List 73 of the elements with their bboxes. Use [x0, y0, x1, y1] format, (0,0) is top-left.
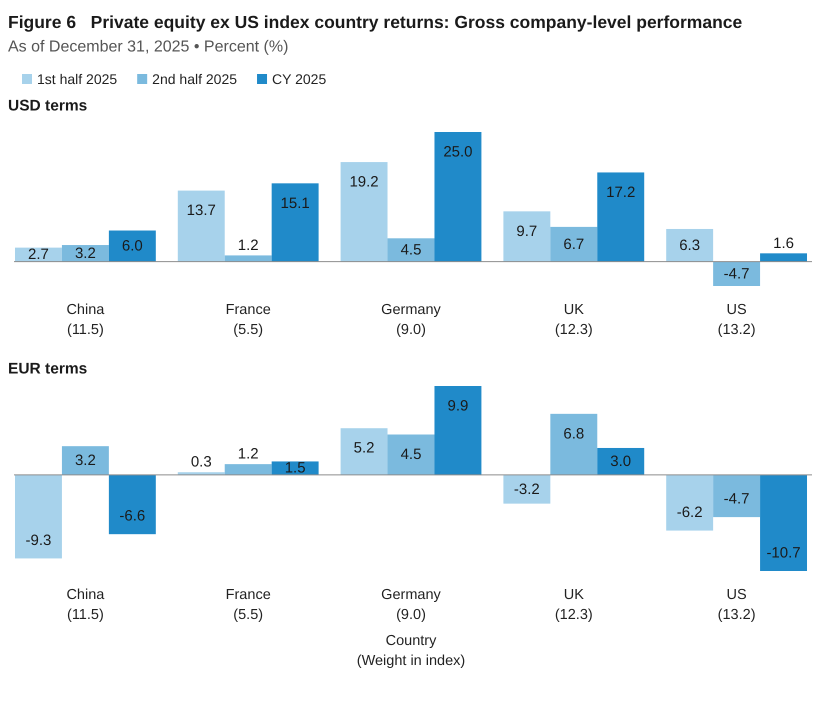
x-tick-label: US (13.2) [718, 587, 756, 623]
data-label: -9.3 [26, 532, 52, 549]
data-label: 3.0 [610, 452, 632, 470]
text: USD terms [8, 98, 88, 114]
bar [178, 472, 225, 475]
data-label: 1.2 [238, 446, 259, 463]
chart-subtitle: As of December 31, 2025 • Percent (%) [8, 38, 288, 56]
data-label: -3.2 [514, 480, 540, 498]
bar [340, 162, 388, 262]
data-label: 9.7 [516, 222, 538, 240]
data-label: 5.2 [354, 440, 374, 457]
bar [434, 386, 482, 475]
data-label: -4.7 [724, 490, 750, 508]
bar [272, 183, 319, 262]
bar [388, 434, 434, 475]
x-tick-label: UK (12.3) [554, 302, 593, 338]
bar [178, 190, 225, 262]
data-label: 25.0 [443, 144, 473, 160]
data-label: 6.8 [563, 425, 584, 442]
bar [666, 474, 714, 531]
chart-title: Figure 6 Private equity ex US index country returns: Gross company-level performance [8, 12, 743, 32]
x-axis-title: Country (Weight in index) [356, 633, 466, 669]
x-tick-label: US (13.2) [718, 302, 756, 338]
x-tick-label: China (11.5) [66, 587, 106, 623]
bar [434, 132, 482, 262]
data-label: 1.5 [284, 460, 306, 477]
data-label: 13.7 [186, 202, 216, 220]
bar [340, 428, 388, 475]
data-label: 9.9 [448, 398, 468, 414]
bar [550, 414, 598, 475]
data-label: 1.6 [773, 234, 794, 252]
bar [224, 464, 272, 475]
bar [503, 474, 550, 504]
x-tick-label: France (5.5) [226, 587, 271, 623]
data-label: 19.2 [349, 174, 379, 191]
bar [760, 253, 808, 262]
bar [713, 474, 760, 518]
data-label: -6.2 [676, 504, 703, 522]
data-label: 0.3 [190, 454, 212, 471]
data-label: 4.5 [400, 241, 422, 258]
legend-label: CY 2025 [272, 71, 326, 87]
x-tick-label: China (11.5) [66, 302, 106, 338]
data-label: -6.6 [119, 508, 146, 525]
legend-label: 1st half 2025 [37, 71, 118, 87]
legend-label: 2nd half 2025 [152, 71, 238, 87]
data-label: 17.2 [606, 184, 636, 201]
bar [760, 474, 808, 571]
bar [108, 230, 156, 262]
data-label: 3.2 [74, 244, 96, 262]
x-tick-label: Germany (9.0) [381, 302, 442, 338]
data-label: 15.1 [280, 194, 310, 212]
bar [503, 211, 550, 262]
data-label: 1.2 [238, 236, 259, 254]
data-label: 4.5 [400, 446, 422, 463]
bar [14, 474, 62, 558]
bar [713, 262, 760, 286]
data-label: 6.3 [679, 236, 700, 254]
data-label: -10.7 [766, 544, 801, 562]
x-tick-label: Germany (9.0) [381, 587, 442, 623]
data-label: 3.2 [74, 452, 96, 470]
x-tick-label: France (5.5) [226, 302, 271, 338]
bar [550, 226, 598, 262]
bar [108, 474, 156, 534]
data-label: 6.0 [122, 238, 143, 255]
bar [62, 446, 109, 475]
data-label: 2.7 [28, 246, 49, 264]
chart-title: EUR terms [8, 360, 88, 378]
bar [597, 172, 644, 262]
data-label: -4.7 [724, 265, 750, 282]
data-label: 6.7 [563, 236, 584, 253]
bar [666, 228, 714, 262]
x-tick-label: UK (12.3) [554, 587, 593, 623]
bar [597, 448, 644, 475]
